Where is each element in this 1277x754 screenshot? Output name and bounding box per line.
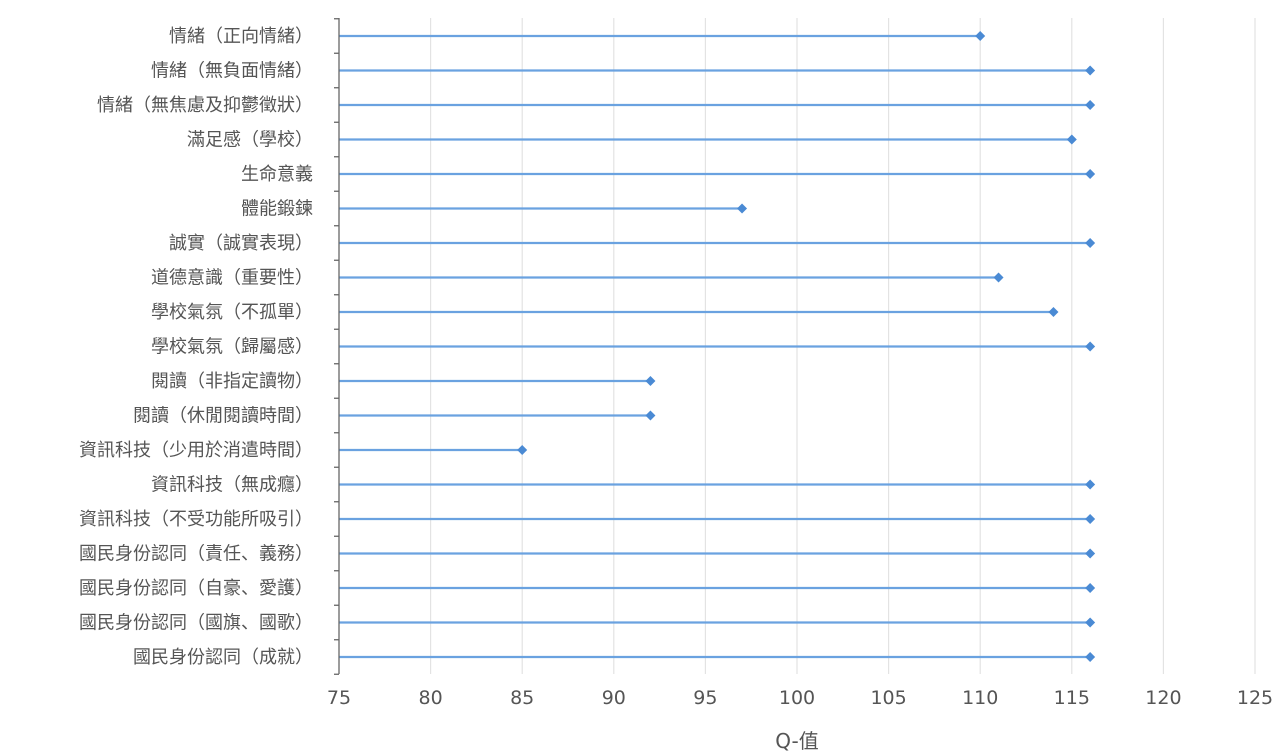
- category-label-6: 誠實（誠實表現）: [169, 233, 313, 254]
- x-tick-label-120: 120: [1145, 687, 1181, 709]
- data-point-11: [645, 410, 656, 421]
- x-tick-label-80: 80: [419, 687, 443, 709]
- axes: [334, 18, 340, 675]
- data-point-13: [1085, 479, 1096, 490]
- x-tick-label-75: 75: [327, 687, 351, 709]
- series-markers: [517, 31, 1096, 662]
- x-tick-label-85: 85: [510, 687, 534, 709]
- category-label-0: 情緒（正向情緒）: [169, 26, 313, 47]
- category-label-1: 情緒（無負面情緒）: [151, 61, 313, 82]
- data-point-15: [1085, 548, 1096, 559]
- data-point-10: [645, 376, 656, 386]
- data-point-0: [975, 31, 986, 41]
- category-label-18: 國民身份認同（成就）: [133, 647, 313, 668]
- data-point-5: [737, 203, 748, 214]
- x-axis-title: Q-值: [775, 729, 819, 753]
- x-tick-label-105: 105: [870, 687, 906, 709]
- data-point-3: [1066, 134, 1077, 145]
- data-point-2: [1085, 100, 1096, 110]
- x-tick-label-110: 110: [962, 687, 998, 709]
- data-point-7: [993, 272, 1004, 283]
- data-point-4: [1085, 169, 1096, 179]
- data-point-6: [1085, 238, 1096, 248]
- category-label-17: 國民身份認同（國旗、國歌）: [79, 613, 313, 634]
- category-label-2: 情緒（無焦慮及抑鬱徵狀）: [97, 95, 313, 116]
- data-point-14: [1085, 514, 1096, 524]
- category-label-4: 生命意義: [241, 164, 313, 185]
- data-point-8: [1048, 307, 1059, 317]
- category-label-14: 資訊科技（不受功能所吸引）: [79, 509, 313, 530]
- category-label-15: 國民身份認同（責任、義務）: [79, 544, 313, 565]
- category-label-16: 國民身份認同（自豪、愛護）: [79, 578, 313, 599]
- series-stems: [339, 34, 1091, 659]
- x-tick-label-100: 100: [779, 687, 815, 709]
- category-label-12: 資訊科技（少用於消遣時間）: [79, 440, 313, 461]
- data-point-16: [1085, 583, 1096, 593]
- x-tick-label-95: 95: [693, 687, 717, 709]
- x-tick-label-125: 125: [1237, 687, 1273, 709]
- category-label-11: 閱讀（休閒閱讀時間）: [133, 406, 313, 427]
- data-point-9: [1085, 341, 1096, 352]
- data-point-12: [517, 445, 528, 455]
- category-label-13: 資訊科技（無成癮）: [151, 475, 313, 496]
- data-point-17: [1085, 617, 1096, 628]
- category-labels: 情緒（正向情緒） 情緒（無負面情緒） 情緒（無焦慮及抑鬱徵狀） 滿足感（學校） 生命意義…: [79, 26, 313, 668]
- category-label-8: 學校氣氛（不孤單）: [151, 302, 313, 323]
- category-label-3: 滿足感（學校）: [187, 130, 313, 151]
- category-label-7: 道德意識（重要性）: [151, 268, 313, 289]
- category-label-5: 體能鍛鍊: [241, 199, 313, 220]
- category-label-9: 學校氣氛（歸屬感）: [151, 337, 313, 358]
- category-label-10: 閱讀（非指定讀物）: [151, 371, 313, 392]
- data-point-1: [1085, 65, 1096, 76]
- x-tick-labels: 75 80 85 90 95 100 105 110 115 120 125: [327, 687, 1273, 709]
- data-point-18: [1085, 652, 1096, 662]
- x-tick-label-90: 90: [602, 687, 626, 709]
- x-tick-label-115: 115: [1054, 687, 1090, 709]
